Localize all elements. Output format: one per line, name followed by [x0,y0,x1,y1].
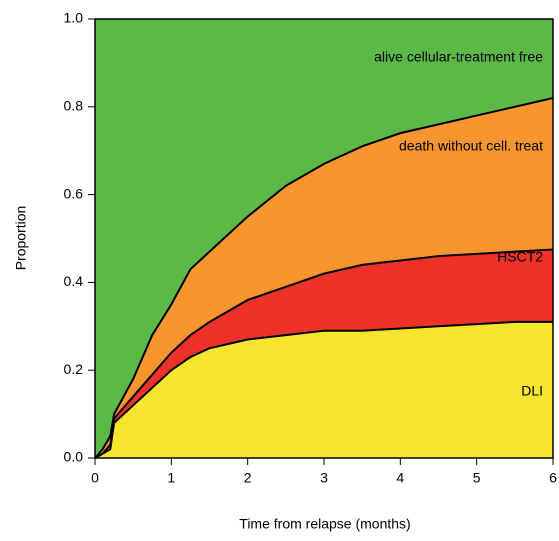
y-tick-label: 1.0 [64,10,84,26]
x-tick-label: 4 [396,470,404,486]
x-tick-label: 5 [473,470,481,486]
area [95,98,553,459]
x-tick-label: 2 [244,470,252,486]
series-label: alive cellular-treatment free [374,49,543,65]
x-tick-label: 6 [549,470,557,486]
area [95,321,553,458]
area [95,19,553,458]
y-tick-label: 0.6 [64,185,84,201]
area [95,249,553,458]
series-label: HSCT2 [497,249,543,265]
x-tick-label: 1 [167,470,175,486]
y-tick-label: 0.8 [64,98,84,114]
y-tick-label: 0.0 [64,449,84,465]
x-tick-label: 0 [91,470,99,486]
area-edge [94,97,554,459]
y-tick-label: 0.2 [64,361,84,377]
plot-areas [94,19,554,459]
x-tick-label: 3 [320,470,328,486]
series-label: death without cell. treat [399,138,543,154]
y-axis-title: Proportion [13,206,29,271]
x-axis-title: Time from relapse (months) [239,516,410,532]
y-tick-label: 0.4 [64,273,84,289]
series-label: DLI [521,383,543,399]
